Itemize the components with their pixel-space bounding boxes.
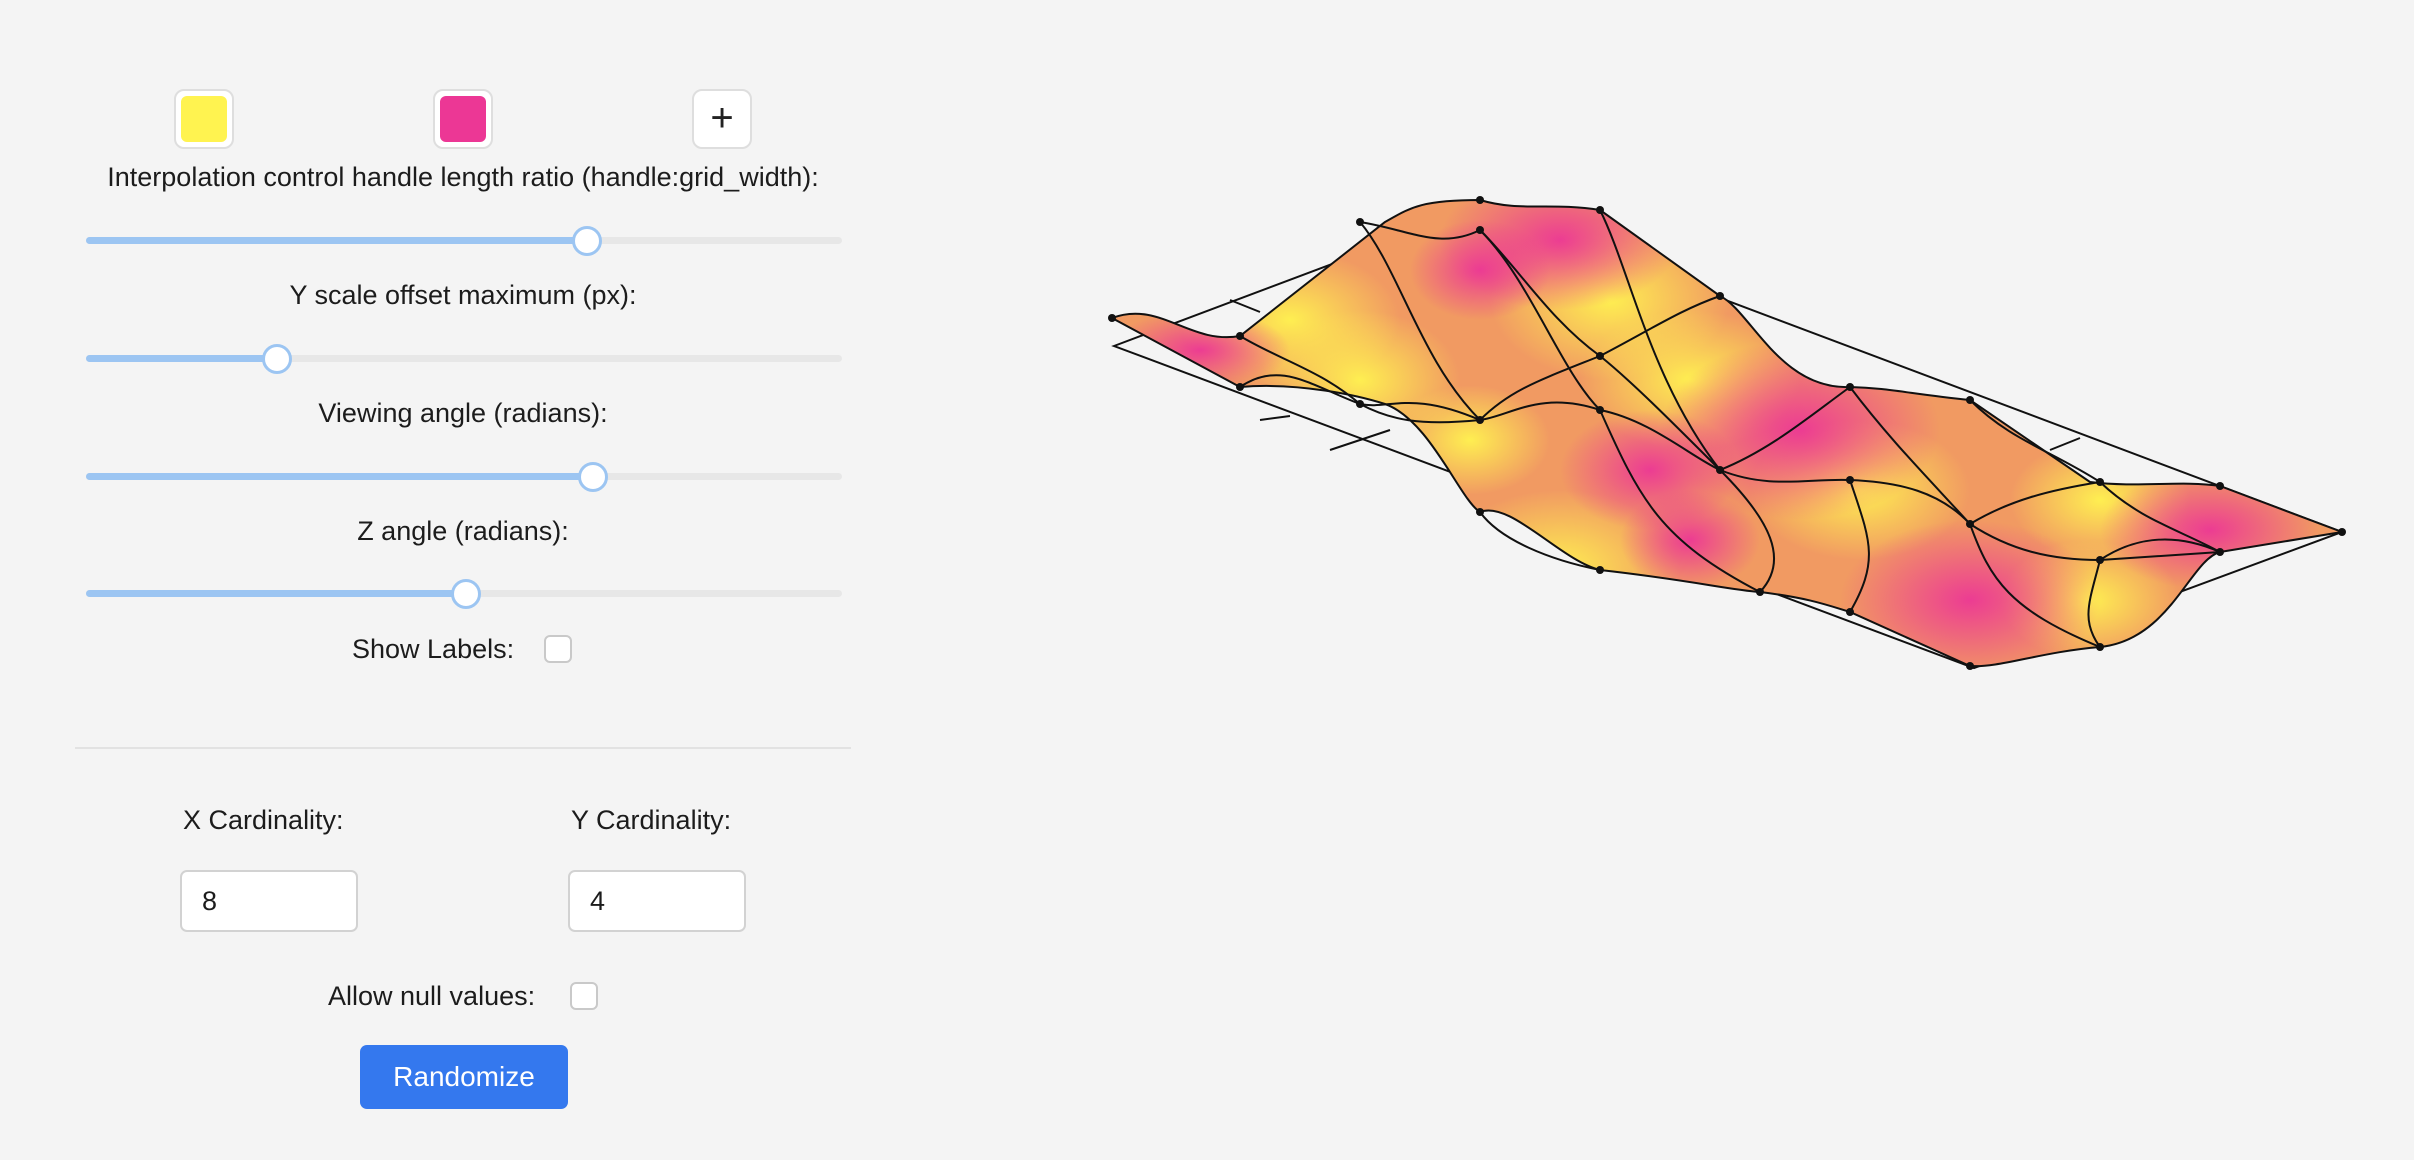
- allow-null-checkbox[interactable]: [570, 982, 598, 1010]
- slider-fill: [86, 590, 464, 597]
- handle-ratio-slider[interactable]: [86, 222, 842, 258]
- plus-icon: +: [710, 95, 734, 140]
- z-angle-slider[interactable]: [86, 575, 842, 611]
- gradient-surface-canvas[interactable]: [1090, 120, 2360, 870]
- slider-fill: [86, 473, 591, 480]
- slider-label-viewing-angle: Viewing angle (radians):: [318, 398, 608, 428]
- slider-fill: [86, 237, 585, 244]
- divider: [75, 747, 851, 749]
- randomize-button[interactable]: Randomize: [360, 1045, 568, 1109]
- x-cardinality-input[interactable]: [180, 870, 358, 932]
- control-points[interactable]: [1108, 196, 2346, 670]
- slider-thumb[interactable]: [571, 226, 602, 256]
- slider-thumb[interactable]: [578, 462, 608, 492]
- surface-mesh: [1112, 200, 2342, 667]
- color-stop-1[interactable]: [174, 89, 234, 149]
- slider-label-handle-ratio: Interpolation control handle length rati…: [107, 162, 819, 192]
- slider-label-y-scale: Y scale offset maximum (px):: [289, 280, 637, 310]
- viewing-angle-slider[interactable]: [86, 458, 842, 494]
- controls-panel: + Interpolation control handle length ra…: [0, 0, 930, 1160]
- show-labels-checkbox[interactable]: [544, 635, 572, 663]
- allow-null-label: Allow null values:: [328, 981, 536, 1011]
- slider-thumb[interactable]: [262, 344, 292, 374]
- color-swatch: [440, 96, 486, 142]
- slider-label-z-angle: Z angle (radians):: [357, 516, 569, 546]
- slider-thumb[interactable]: [451, 579, 481, 609]
- slider-fill: [86, 355, 275, 362]
- add-color-button[interactable]: +: [692, 89, 752, 149]
- color-swatch: [181, 96, 227, 142]
- color-stop-2[interactable]: [433, 89, 493, 149]
- slider-track: [86, 355, 842, 362]
- y-scale-offset-slider[interactable]: [86, 340, 842, 376]
- y-cardinality-input[interactable]: [568, 870, 746, 932]
- show-labels-label: Show Labels:: [352, 634, 515, 664]
- x-cardinality-label: X Cardinality:: [183, 805, 344, 835]
- y-cardinality-label: Y Cardinality:: [571, 805, 732, 835]
